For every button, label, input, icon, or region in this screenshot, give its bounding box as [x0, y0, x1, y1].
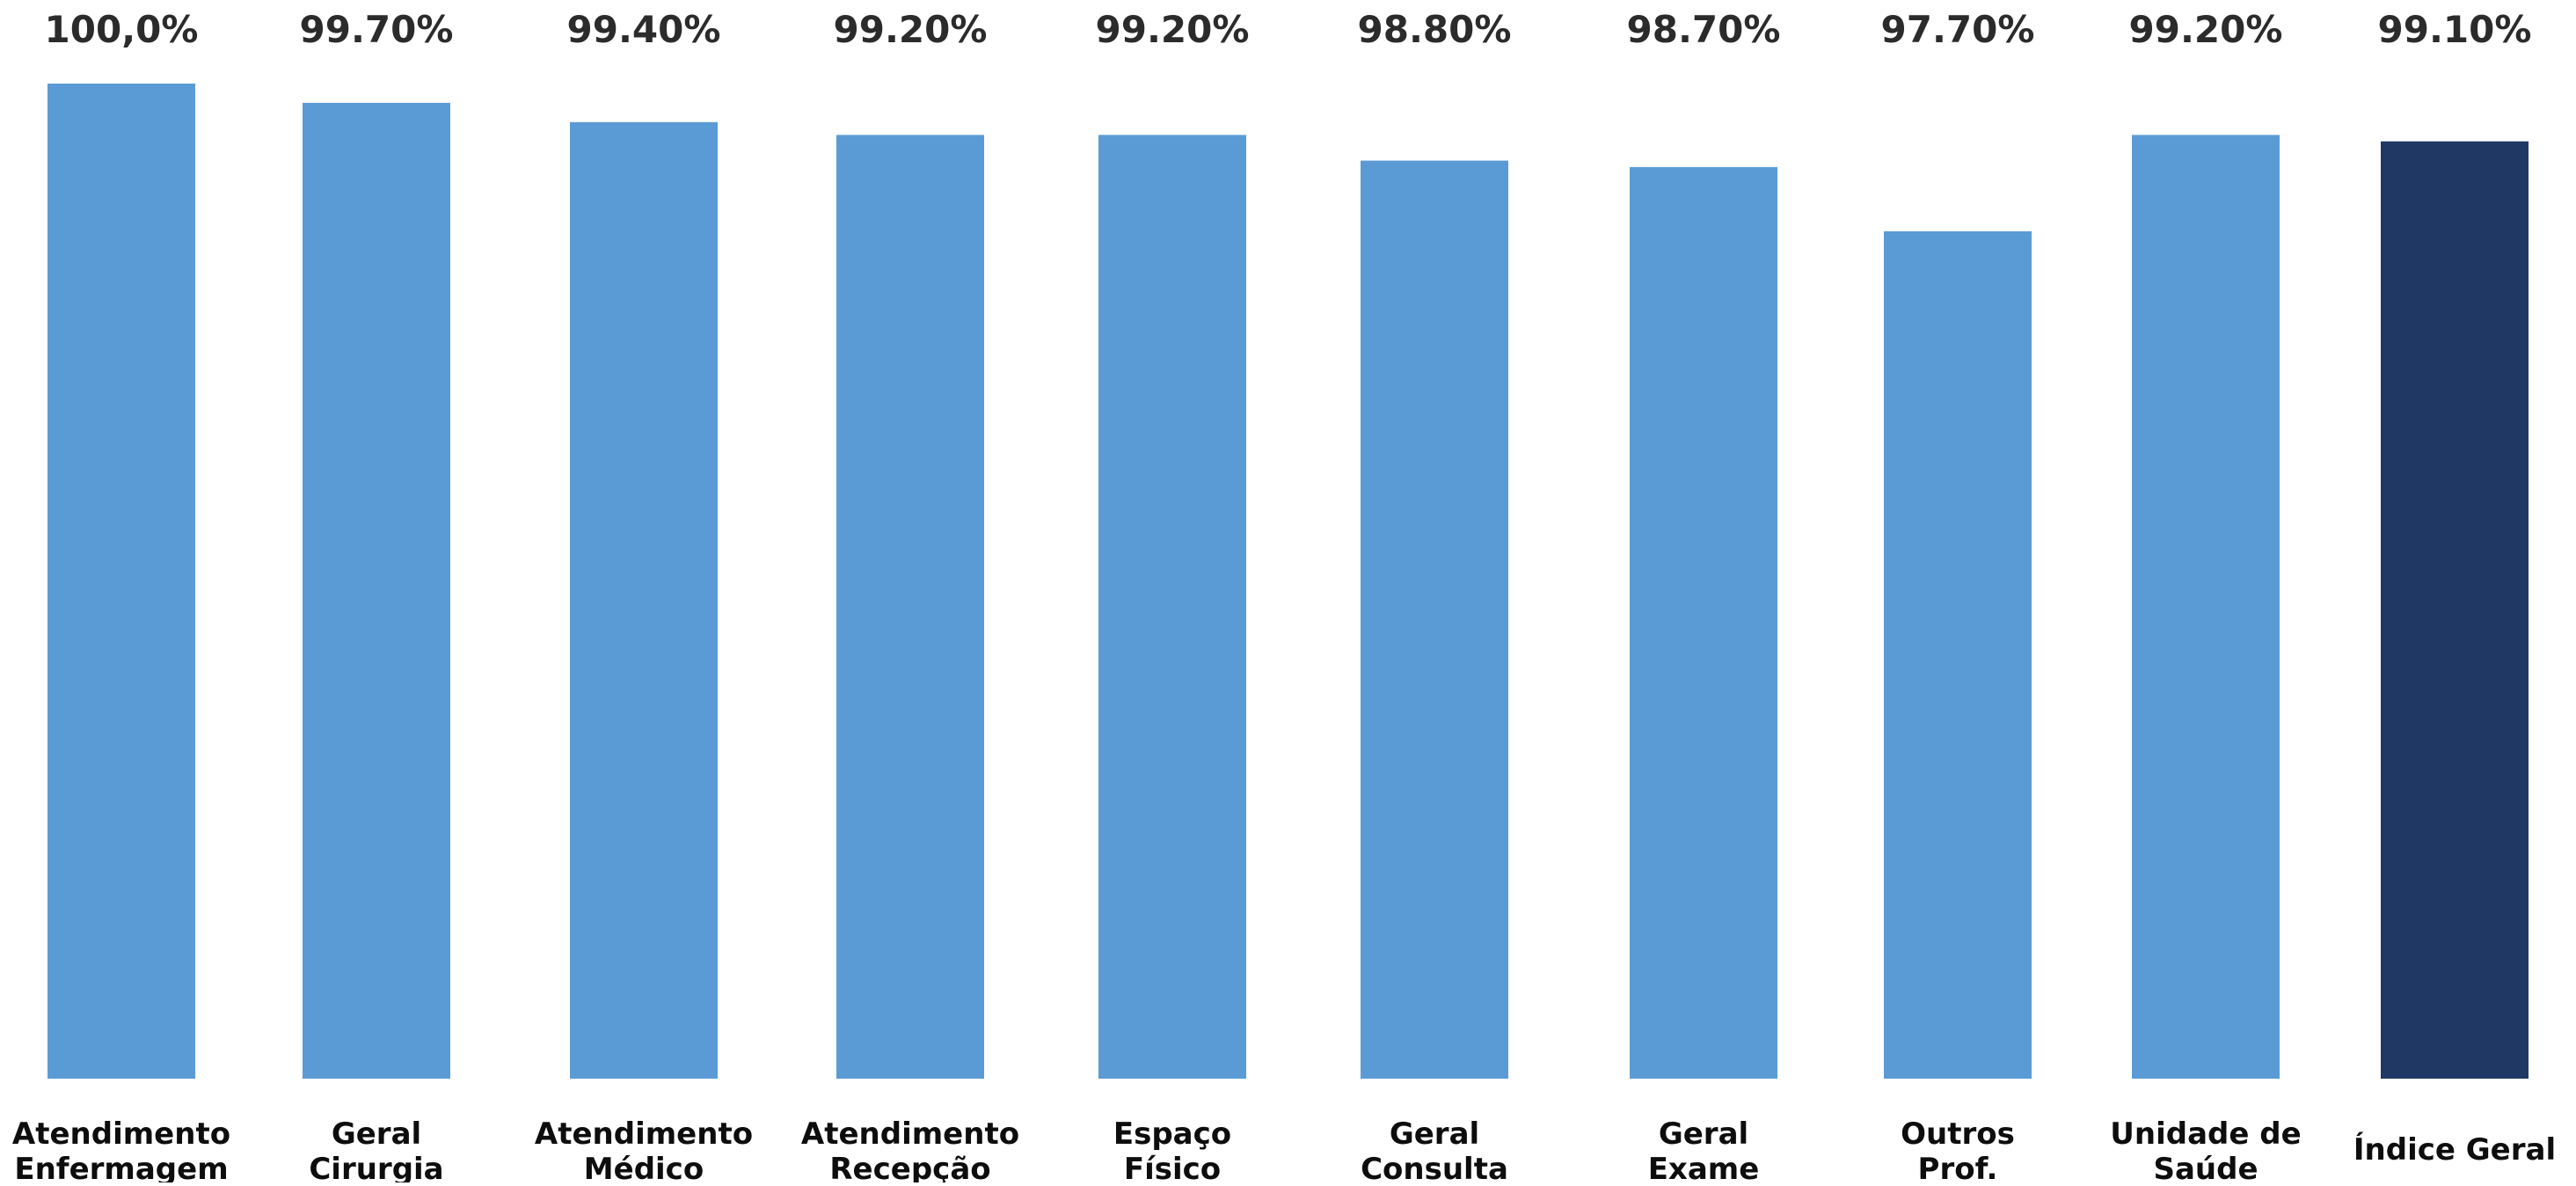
category-labels-layer: AtendimentoEnfermagemGeralCirurgiaAtendi… [12, 1116, 2556, 1186]
category-label-1-line-1: Atendimento [12, 1116, 230, 1152]
category-label-3-line-1: Atendimento [535, 1116, 753, 1152]
bars-layer [47, 84, 2529, 1080]
bar-9 [2132, 135, 2280, 1080]
bar-8 [1884, 231, 2032, 1079]
category-label-9-line-1: Unidade de [2110, 1116, 2301, 1152]
category-label-6-line-2: Consulta [1361, 1152, 1508, 1182]
category-label-4-line-1: Atendimento [801, 1116, 1019, 1152]
data-label-3: 99.40% [567, 8, 721, 51]
data-label-1: 100,0% [45, 8, 199, 51]
data-label-5: 99.20% [1096, 8, 1250, 51]
data-label-8: 97.70% [1881, 8, 2035, 51]
bar-6 [1361, 160, 1508, 1080]
bar-3 [570, 121, 718, 1079]
category-label-5-line-1: Espaço [1113, 1116, 1231, 1152]
bar-2 [303, 102, 450, 1079]
category-label-5-line-2: Físico [1124, 1152, 1221, 1182]
bar-1 [47, 84, 195, 1079]
data-label-10: 99.10% [2378, 8, 2532, 51]
data-labels-layer: 100,0% 99.70% 99.40% 99.20% 99.20% 98.80% 98.7… [45, 8, 2532, 51]
category-label-7-line-2: Exame [1648, 1152, 1760, 1182]
category-label-6-line-1: Geral [1390, 1116, 1479, 1152]
category-label-8-line-1: Outros [1901, 1116, 2015, 1152]
category-label-9-line-2: Saúde [2153, 1152, 2258, 1182]
category-label-10-line-1: Índice Geral [2353, 1131, 2556, 1168]
data-label-2: 99.70% [300, 8, 454, 51]
category-label-7-line-1: Geral [1659, 1116, 1748, 1152]
bar-7 [1630, 166, 1777, 1080]
category-label-4-line-2: Recepção [829, 1152, 990, 1182]
category-label-3-line-2: Médico [584, 1152, 704, 1182]
category-label-1-line-2: Enfermagem [14, 1152, 228, 1182]
bar-10 [2381, 141, 2529, 1079]
category-label-8-line-2: Prof. [1918, 1152, 1998, 1182]
bar-4 [836, 135, 984, 1080]
data-label-6: 98.80% [1358, 8, 1512, 51]
bar-5 [1098, 135, 1246, 1080]
category-label-2-line-1: Geral [332, 1116, 421, 1152]
data-label-4: 99.20% [834, 8, 988, 51]
data-label-9: 99.20% [2129, 8, 2283, 51]
data-label-7: 98.70% [1627, 8, 1781, 51]
category-label-2-line-2: Cirurgia [309, 1152, 443, 1182]
